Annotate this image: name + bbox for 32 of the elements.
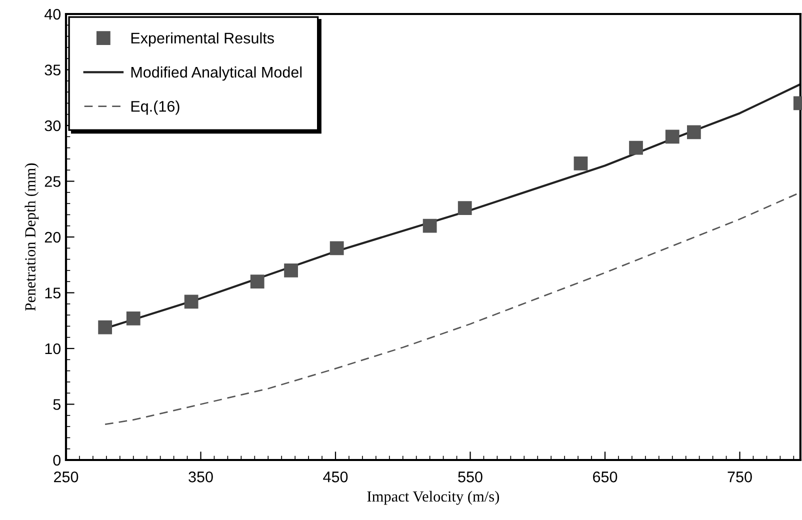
y-tick-label: 35: [44, 64, 60, 76]
point: [665, 130, 680, 144]
point: [330, 241, 344, 256]
x-tick-label: 750: [728, 472, 752, 482]
x-tick-label: 450: [323, 472, 348, 482]
point: [458, 201, 472, 215]
x-axis-title: Impact Velocity (m/s): [367, 490, 499, 505]
point: [284, 264, 298, 278]
point: [184, 294, 198, 309]
point: [250, 274, 264, 289]
y-tick-label: 25: [44, 176, 60, 187]
y-tick-label: 20: [44, 232, 61, 243]
y-tick-label: 30: [44, 120, 61, 132]
legend-label: Modified Analytical Model: [131, 66, 302, 81]
x-tick-label: 350: [188, 472, 213, 482]
point: [574, 156, 588, 170]
x-tick-label: 250: [54, 472, 78, 482]
y-tick-label: 15: [45, 288, 60, 298]
point: [686, 125, 701, 140]
legend-label: Experimental Results: [131, 32, 274, 47]
point: [629, 140, 643, 155]
y-tick-label: 5: [53, 399, 60, 410]
y-tick-label: 0: [53, 454, 61, 466]
x-tick-label: 650: [593, 472, 618, 482]
point: [126, 311, 140, 326]
x-tick-label: 550: [458, 472, 482, 482]
y-axis-title: Penetration Depth (mm): [24, 163, 39, 311]
y-tick-label: 40: [44, 8, 61, 20]
y-tick-label: 10: [45, 343, 61, 354]
legend-label: Eq.(16): [131, 100, 180, 115]
point: [98, 320, 112, 334]
point: [422, 218, 437, 233]
